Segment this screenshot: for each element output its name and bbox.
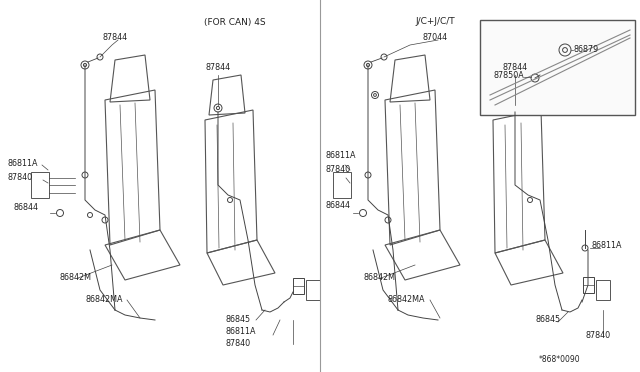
Bar xyxy=(292,278,303,294)
Text: 86842M: 86842M xyxy=(363,273,395,282)
Text: 87840: 87840 xyxy=(225,340,250,349)
Text: 86844: 86844 xyxy=(14,203,39,212)
Text: 86842M: 86842M xyxy=(60,273,92,282)
Text: 87840: 87840 xyxy=(325,166,350,174)
Text: 86842MA: 86842MA xyxy=(85,295,122,305)
Text: 86811A: 86811A xyxy=(225,327,255,337)
Text: 86811A: 86811A xyxy=(325,151,355,160)
Text: 86811A: 86811A xyxy=(8,158,38,167)
Text: 87840: 87840 xyxy=(8,173,33,183)
Text: 87844: 87844 xyxy=(102,33,127,42)
Text: J/C+J/C/T: J/C+J/C/T xyxy=(415,17,455,26)
Text: *868*0090: *868*0090 xyxy=(539,356,581,365)
Text: 87850A: 87850A xyxy=(493,71,524,80)
Bar xyxy=(306,280,320,300)
Text: 87840: 87840 xyxy=(585,330,610,340)
Text: 86845: 86845 xyxy=(535,315,560,324)
Text: 86879: 86879 xyxy=(573,45,598,55)
Bar xyxy=(31,172,49,198)
Text: 86842MA: 86842MA xyxy=(388,295,426,305)
Text: 86811A: 86811A xyxy=(592,241,623,250)
Text: 86845: 86845 xyxy=(225,315,250,324)
Bar xyxy=(596,280,610,300)
Bar xyxy=(480,20,635,115)
Text: 87844: 87844 xyxy=(502,64,527,73)
Text: (FOR CAN) 4S: (FOR CAN) 4S xyxy=(204,17,266,26)
Bar xyxy=(582,277,593,293)
Bar xyxy=(333,172,351,198)
Text: 87044: 87044 xyxy=(422,33,447,42)
Text: 87844: 87844 xyxy=(205,64,230,73)
Text: 86844: 86844 xyxy=(325,201,350,209)
